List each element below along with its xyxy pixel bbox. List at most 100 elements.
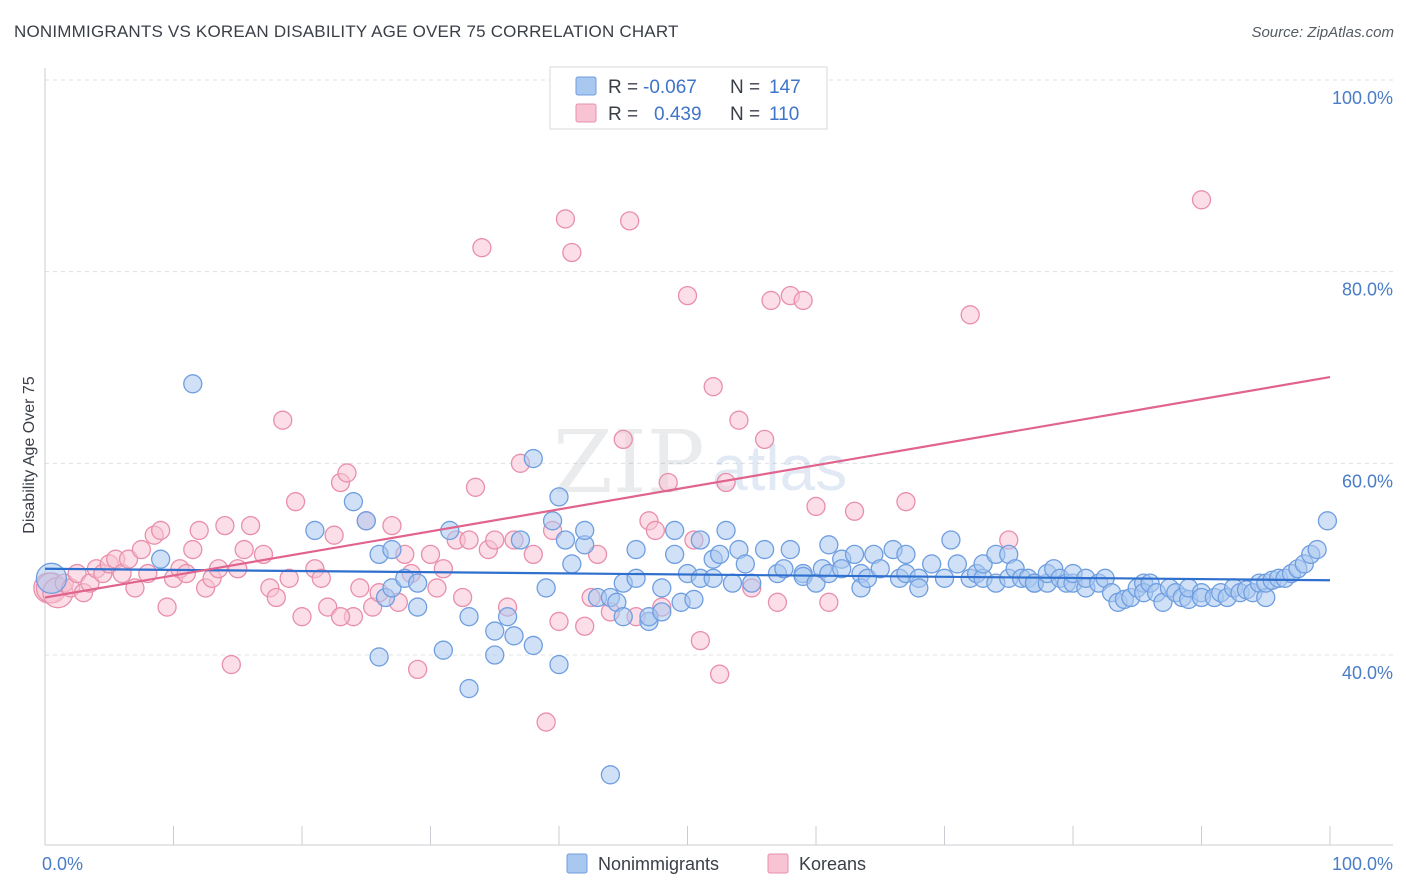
point-koreans-39: [292, 607, 312, 627]
point-nonimmigrants-71: [832, 559, 852, 579]
point-nonimmigrants-12: [407, 597, 428, 617]
point-nonimmigrants-60: [754, 539, 775, 560]
point-koreans-35: [266, 587, 286, 608]
point-koreans-94: [754, 429, 775, 450]
point-nonimmigrants-23: [523, 635, 543, 656]
point-koreans-56: [420, 544, 441, 565]
point-koreans-28: [215, 515, 235, 536]
point-nonimmigrants-58: [735, 554, 755, 574]
point-koreans-63: [472, 238, 492, 258]
point-nonimmigrants-24: [523, 448, 543, 469]
point-nonimmigrants-85: [934, 568, 955, 588]
point-nonimmigrants-2: [183, 374, 203, 394]
point-koreans-61: [459, 530, 479, 550]
point-nonimmigrants-44: [652, 602, 672, 622]
point-nonimmigrants-20: [497, 607, 518, 627]
tick-labels: 40.0% 60.0% 80.0% 100.0% 0.0% 100.0%: [42, 88, 1393, 874]
point-koreans-99: [806, 496, 826, 517]
point-nonimmigrants-84: [922, 554, 942, 574]
point-nonimmigrants-26: [542, 511, 563, 531]
point-nonimmigrants-30: [562, 554, 582, 574]
legend-r-value-1: -0.067: [643, 77, 697, 98]
point-nonimmigrants-14: [369, 647, 389, 667]
point-koreans-58: [433, 559, 454, 579]
point-nonimmigrants-21: [504, 626, 524, 646]
point-nonimmigrants-0: [35, 562, 68, 594]
trend-lines: [44, 375, 1331, 599]
point-koreans-62: [465, 477, 486, 497]
point-nonimmigrants-4: [343, 492, 364, 512]
point-nonimmigrants-146: [1307, 539, 1327, 560]
point-koreans-23: [183, 539, 203, 560]
point-koreans-15: [131, 539, 152, 560]
point-nonimmigrants-18: [485, 621, 505, 641]
point-nonimmigrants-11: [407, 573, 428, 593]
point-nonimmigrants-51: [690, 530, 710, 550]
legend-n-label-2: N =: [730, 104, 760, 125]
point-nonimmigrants-17: [459, 678, 479, 699]
point-koreans-101: [844, 501, 865, 521]
point-koreans-74: [562, 242, 582, 263]
point-koreans-60: [452, 587, 473, 608]
point-koreans-70: [536, 712, 556, 732]
point-nonimmigrants-29: [549, 654, 569, 675]
point-nonimmigrants-62: [774, 559, 794, 579]
legend-bottom: Nonimmigrants Koreans: [566, 853, 866, 874]
point-nonimmigrants-13: [433, 640, 454, 660]
point-koreans-106: [330, 607, 351, 627]
legend-swatch-koreans: [575, 103, 597, 123]
point-nonimmigrants-40: [626, 539, 646, 560]
point-koreans-77: [587, 544, 608, 565]
point-nonimmigrants-54: [709, 544, 730, 565]
point-koreans-95: [761, 290, 781, 311]
point-koreans-41: [311, 568, 331, 588]
point-nonimmigrants-43: [652, 578, 672, 598]
point-koreans-80: [620, 211, 640, 231]
legend-bottom-swatch-koreans: [767, 853, 789, 874]
point-koreans-86: [677, 285, 698, 306]
point-nonimmigrants-55: [716, 520, 736, 541]
y-tick-label-100: 100.0%: [1332, 88, 1393, 108]
point-nonimmigrants-77: [870, 559, 890, 579]
point-koreans-57: [427, 578, 447, 598]
point-nonimmigrants-37: [613, 607, 633, 627]
y-tick-label-40: 40.0%: [1342, 663, 1393, 683]
point-koreans-42: [318, 597, 338, 617]
point-nonimmigrants-36: [600, 765, 621, 785]
point-nonimmigrants-7: [382, 539, 402, 560]
x-tick-label-min: 0.0%: [42, 854, 83, 874]
watermark-atlas: atlas: [712, 432, 847, 504]
legend-r-value-2: 0.439: [654, 104, 702, 125]
point-nonimmigrants-86: [941, 530, 961, 550]
chart-title: NONIMMIGRANTS VS KOREAN DISABILITY AGE O…: [14, 22, 679, 41]
point-koreans-29: [221, 654, 241, 675]
legend-bottom-label-nonimmigrants: Nonimmigrants: [598, 854, 719, 874]
y-axis-label: Disability Age Over 75: [21, 376, 38, 534]
trend-line-nonimmigrants: [44, 567, 1331, 582]
point-koreans-92: [729, 410, 749, 430]
point-koreans-100: [819, 592, 839, 612]
point-koreans-18: [150, 520, 171, 541]
point-nonimmigrants-87: [947, 554, 967, 574]
legend-r-label-1: R =: [608, 77, 638, 98]
point-nonimmigrants-32: [575, 520, 595, 541]
point-nonimmigrants-72: [844, 544, 865, 565]
watermark: ZIP atlas: [553, 413, 847, 513]
point-koreans-79: [613, 429, 633, 450]
point-koreans-90: [709, 664, 730, 684]
axes: [44, 68, 1393, 846]
point-koreans-24: [189, 520, 209, 541]
point-koreans-45: [337, 463, 357, 483]
point-koreans-55: [407, 659, 428, 680]
point-nonimmigrants-16: [459, 607, 479, 627]
legend-top: R = -0.067 N = 147 R = 0.439 N = 110: [549, 66, 828, 130]
point-nonimmigrants-25: [536, 578, 556, 598]
point-nonimmigrants-147: [1317, 511, 1338, 531]
point-koreans-69: [523, 544, 543, 565]
legend-n-value-2: 110: [769, 104, 799, 125]
point-nonimmigrants-15: [440, 520, 460, 541]
point-koreans-32: [240, 515, 261, 536]
point-koreans-102: [896, 492, 916, 512]
point-nonimmigrants-56: [722, 573, 743, 593]
point-koreans-75: [575, 616, 595, 636]
